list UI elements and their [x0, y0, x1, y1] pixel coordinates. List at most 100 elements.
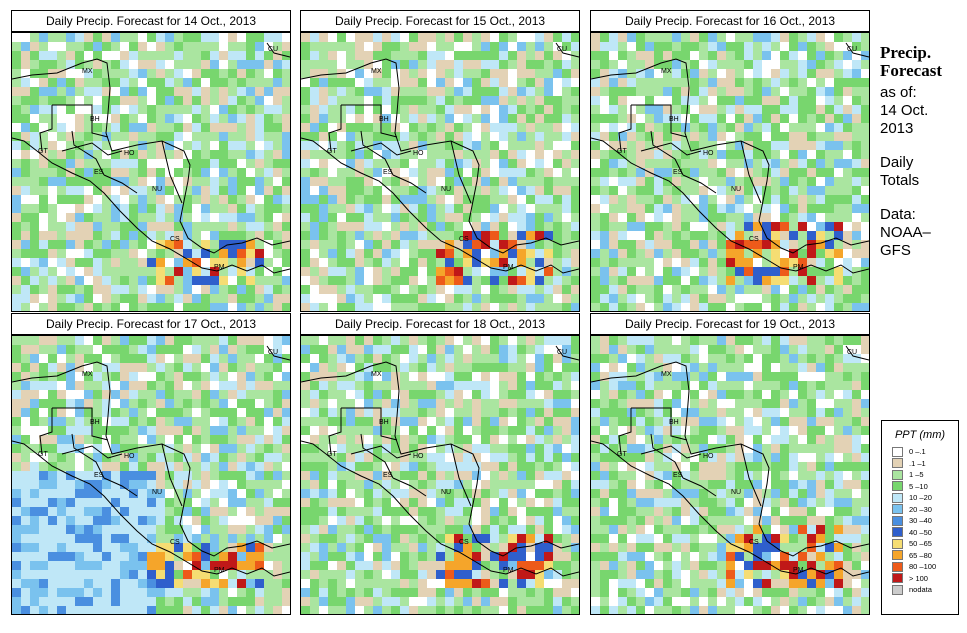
map-boundary-line: [682, 477, 717, 497]
legend-swatch: [892, 538, 903, 549]
country-label: PM: [503, 567, 514, 574]
country-label: MX: [82, 371, 93, 378]
map-boundary-line: [301, 58, 579, 254]
legend-item: 10 –20: [892, 492, 958, 504]
country-label: GT: [617, 451, 627, 458]
legend-swatch: [892, 492, 903, 503]
map-boundary-line: [631, 104, 688, 138]
map-boundary-line: [360, 130, 394, 176]
legend-swatch: [892, 458, 903, 469]
map-boundary-line: [392, 477, 427, 497]
map-boundary-line: [12, 440, 290, 577]
map-boundary-line: [392, 174, 427, 194]
map-boundary-line: [161, 443, 183, 507]
info-sidebar: Precip. Forecast as of: 14 Oct. 2013 Dai…: [880, 44, 965, 260]
country-label: GT: [327, 451, 337, 458]
country-label: CU: [557, 349, 567, 356]
forecast-panel-5: Daily Precip. Forecast for 18 Oct., 2013…: [300, 313, 580, 615]
legend-label: 65 –80: [909, 550, 932, 560]
legend-label: > 100: [909, 573, 928, 583]
legend-swatch: [892, 573, 903, 584]
precip-grid: [301, 33, 579, 311]
map-boundary-line: [555, 345, 579, 361]
country-label: NU: [441, 186, 451, 193]
country-label: CU: [268, 349, 278, 356]
map-boundary-line: [740, 443, 762, 507]
legend-item: 30 –40: [892, 515, 958, 527]
country-label: PM: [793, 264, 804, 271]
country-label: ES: [94, 472, 104, 479]
map-boundary-line: [301, 137, 579, 274]
map-boundary-line: [555, 42, 579, 58]
map-boundary-line: [161, 140, 183, 204]
country-label: HO: [703, 453, 714, 460]
map-boundary-line: [71, 433, 105, 479]
precip-map-svg: MX BH GT HO ES NU CS PM CU: [12, 336, 290, 614]
precip-map-svg: MX BH GT HO ES NU CS PM CU: [591, 33, 869, 311]
data-line1: Data:: [880, 206, 916, 223]
map-boundary-line: [12, 361, 290, 557]
country-label: MX: [371, 68, 382, 75]
precip-map: MX BH GT HO ES NU CS PM CU: [11, 335, 291, 615]
legend-item: 50 –65: [892, 538, 958, 550]
daily-line2: Totals: [880, 172, 920, 189]
map-boundary-line: [52, 104, 109, 138]
country-label: HO: [124, 150, 135, 157]
country-label: BH: [379, 116, 389, 123]
precip-map-svg: MX BH GT HO ES NU CS PM CU: [301, 33, 579, 311]
daily-line1: Daily: [880, 154, 914, 171]
legend-swatch: [892, 561, 903, 572]
map-boundary-line: [328, 408, 342, 455]
map-boundary-line: [450, 443, 472, 507]
precip-map: MX BH GT HO ES NU CS PM CU: [590, 32, 870, 312]
legend-swatch: [892, 515, 903, 526]
precip-grid: [12, 33, 290, 311]
country-label: CU: [847, 349, 857, 356]
country-label: HO: [413, 453, 424, 460]
country-label: PM: [214, 264, 225, 271]
legend-item: nodata: [892, 584, 958, 596]
map-boundary-line: [12, 58, 290, 254]
panel-title: Daily Precip. Forecast for 15 Oct., 2013: [300, 10, 580, 32]
legend-label: 80 –100: [909, 562, 937, 572]
legend-label: .1 –1: [909, 458, 926, 468]
country-label: GT: [38, 148, 48, 155]
data-line3: GFS: [880, 242, 911, 259]
forecast-panel-4: Daily Precip. Forecast for 17 Oct., 2013…: [11, 313, 291, 615]
legend-label: nodata: [909, 585, 932, 595]
country-label: BH: [90, 419, 100, 426]
map-boundary-line: [12, 137, 290, 274]
map-boundary-line: [450, 140, 472, 204]
sidebar-title-line1: Precip.: [880, 43, 932, 62]
country-label: BH: [90, 116, 100, 123]
forecast-panel-6: Daily Precip. Forecast for 19 Oct., 2013…: [590, 313, 870, 615]
precip-map-svg: MX BH GT HO ES NU CS PM CU: [591, 336, 869, 614]
asof-line1: as of:: [880, 84, 917, 101]
map-boundary-line: [591, 58, 869, 254]
map-boundary-line: [631, 407, 688, 441]
legend-swatch: [892, 584, 903, 595]
precip-map-svg: MX BH GT HO ES NU CS PM CU: [12, 33, 290, 311]
legend-item: 40 –50: [892, 527, 958, 539]
legend-label: 30 –40: [909, 516, 932, 526]
legend-item: 5 –10: [892, 481, 958, 493]
country-label: MX: [661, 371, 672, 378]
country-label: ES: [383, 472, 393, 479]
map-boundary-line: [845, 345, 869, 361]
country-label: CS: [749, 539, 759, 546]
legend-item: .1 –1: [892, 458, 958, 470]
legend-label: 5 –10: [909, 481, 928, 491]
map-boundary-line: [103, 477, 138, 497]
map-boundary-line: [266, 42, 290, 58]
legend-swatch: [892, 550, 903, 561]
country-label: HO: [703, 150, 714, 157]
map-boundary-line: [39, 408, 53, 455]
legend-swatch: [892, 527, 903, 538]
country-label: PM: [503, 264, 514, 271]
country-label: MX: [371, 371, 382, 378]
map-boundary-line: [301, 361, 579, 557]
precip-grid: [301, 336, 579, 614]
map-boundary-line: [591, 137, 869, 274]
panel-title: Daily Precip. Forecast for 18 Oct., 2013: [300, 313, 580, 335]
country-label: CU: [268, 46, 278, 53]
